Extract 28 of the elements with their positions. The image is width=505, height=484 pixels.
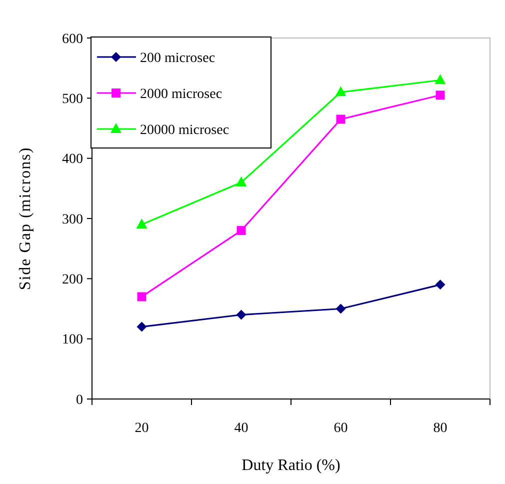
y-axis-title: Side Gap (microns) [17,146,34,290]
legend-label: 200 microsec [140,50,216,66]
point [136,322,147,332]
point [436,90,445,100]
y-tick-label: 500 [62,92,83,108]
y-tick-label: 200 [62,272,83,288]
y-tick-label: 600 [62,32,83,47]
x-tick-label: 40 [234,421,248,436]
y-tick-label: 300 [62,212,83,228]
point [236,310,246,320]
legend-label: 2000 microsec [140,86,222,102]
y-tick-label: 100 [62,332,83,348]
legend-label: 20000 microsec [140,122,230,138]
x-tick-label: 20 [134,421,149,436]
y-tick-label: 0 [76,392,83,408]
point [336,114,346,124]
y-tick-label: 400 [62,152,83,168]
point [136,218,148,229]
x-tick-label: 80 [433,421,448,436]
point [236,176,247,186]
point [434,74,446,84]
point [435,280,446,290]
point [336,304,346,314]
point [137,292,146,302]
point [335,86,346,96]
x-tick-label: 60 [334,421,348,436]
x-axis-title: Duty Ratio (%) [242,457,340,474]
point [236,226,246,236]
